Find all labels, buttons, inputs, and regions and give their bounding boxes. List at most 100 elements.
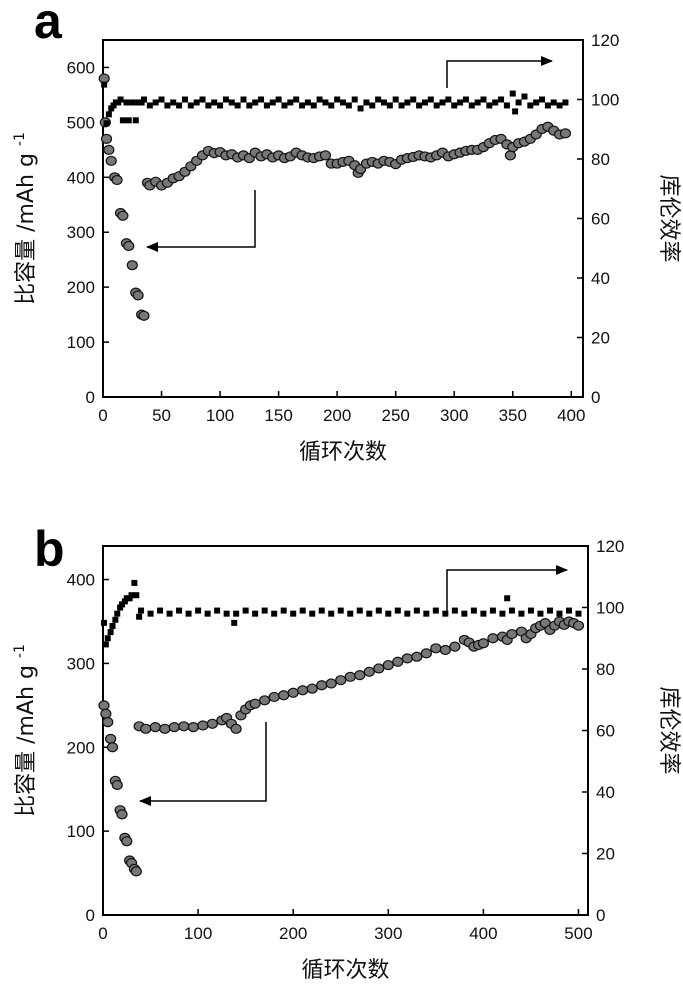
efficiency-point-b	[527, 607, 534, 614]
efficiency-point-b	[271, 610, 278, 617]
efficiency-point-b	[556, 610, 563, 617]
y2-tick-label-b-3: 60	[596, 722, 615, 741]
efficiency-point-a	[293, 96, 300, 103]
efficiency-point-a	[152, 99, 159, 106]
efficiency-point-b	[136, 613, 143, 620]
efficiency-point-a	[181, 96, 188, 103]
capacity-point-b	[344, 671, 356, 682]
x-tick-label-a-0: 0	[98, 406, 107, 425]
efficiency-point-b	[176, 607, 183, 614]
efficiency-point-a	[503, 102, 510, 109]
y-tick-label-a-2: 200	[67, 278, 95, 297]
capacity-point-b	[111, 779, 123, 791]
x-tick-label-a-4: 200	[323, 406, 351, 425]
efficiency-point-a	[246, 102, 253, 109]
efficiency-point-a	[416, 102, 423, 109]
efficiency-point-a	[234, 102, 241, 109]
capacity-point-b	[382, 659, 394, 671]
efficiency-point-b	[328, 610, 335, 617]
x-tick-label-b-4: 400	[469, 924, 497, 943]
x-tick-label-b-5: 500	[564, 924, 592, 943]
efficiency-point-a	[375, 96, 382, 103]
x-tick-label-a-5: 250	[381, 406, 409, 425]
efficiency-point-b	[261, 607, 268, 614]
efficiency-point-a	[281, 102, 288, 109]
x-tick-label-a-8: 400	[557, 406, 585, 425]
y2-tick-label-a-4: 80	[591, 150, 610, 169]
capacity-point-a	[138, 310, 150, 321]
series-b-square	[100, 579, 582, 648]
y2-tick-label-b-5: 100	[596, 599, 624, 618]
efficiency-point-a	[205, 102, 212, 109]
efficiency-point-b	[109, 622, 116, 629]
capacity-point-a	[132, 290, 144, 301]
x-tick-label-a-7: 350	[499, 406, 527, 425]
efficiency-point-b	[442, 610, 449, 617]
capacity-point-b	[430, 643, 442, 654]
x-axis-label-a: 循环次数	[299, 440, 387, 465]
efficiency-point-b	[337, 607, 344, 614]
panel-letter-a: a	[34, 0, 63, 49]
efficiency-point-b	[204, 610, 211, 617]
efficiency-point-a	[269, 99, 276, 106]
chart-a-svg: 0 50 100 150 200 250 300 350 4000100200300400500…	[12, 0, 681, 465]
y-tick-label-b-4: 400	[67, 571, 95, 590]
capacity-point-a	[117, 210, 129, 221]
capacity-point-b	[102, 717, 114, 728]
capacity-point-b	[401, 653, 413, 664]
capacity-point-b	[572, 620, 585, 631]
x-tick-label-b-2: 200	[279, 924, 307, 943]
efficiency-point-a	[316, 96, 323, 103]
y-axis-label-sup-a: -1	[12, 132, 28, 146]
efficiency-point-a	[164, 102, 171, 109]
efficiency-point-a	[439, 99, 446, 106]
efficiency-point-b	[147, 610, 154, 617]
efficiency-point-b	[413, 607, 420, 614]
capacity-point-b	[449, 641, 461, 652]
x-axis-label-b: 循环次数	[301, 958, 389, 983]
efficiency-point-b	[128, 592, 135, 599]
y-tick-label-b-1: 100	[67, 822, 95, 841]
efficiency-point-b	[366, 610, 373, 617]
efficiency-point-a	[193, 99, 200, 106]
efficiency-point-b	[356, 607, 363, 614]
efficiency-point-a	[299, 102, 306, 109]
efficiency-point-a	[550, 99, 557, 106]
capacity-point-b	[259, 695, 271, 706]
efficiency-point-b	[102, 641, 109, 648]
capacity-point-b	[411, 651, 423, 662]
x-tick-label-a-1: 50	[152, 406, 171, 425]
efficiency-point-a	[101, 81, 108, 88]
capacity-point-b	[439, 644, 451, 656]
capacity-point-a	[103, 144, 115, 155]
y2-tick-label-b-1: 20	[596, 845, 615, 864]
left-axis-arrow-a	[146, 190, 256, 252]
capacity-point-b	[335, 675, 347, 686]
efficiency-point-a	[462, 96, 469, 103]
capacity-point-b	[140, 723, 152, 734]
efficiency-point-a	[258, 96, 265, 103]
efficiency-point-a	[310, 102, 317, 109]
y-tick-label-a-5: 500	[67, 113, 95, 132]
efficiency-point-b	[309, 610, 316, 617]
efficiency-point-a	[512, 108, 519, 115]
y-axis-label-a: 比容量 /mAh g -1	[12, 132, 39, 305]
efficiency-point-a	[105, 111, 112, 118]
right-axis-arrow-a	[446, 56, 553, 88]
efficiency-point-a	[369, 102, 376, 109]
efficiency-point-b	[242, 607, 249, 614]
efficiency-point-a	[492, 99, 499, 106]
capacity-point-b	[249, 698, 261, 709]
efficiency-point-a	[357, 105, 364, 112]
y-tick-label-b-3: 300	[67, 654, 95, 673]
capacity-point-a	[100, 133, 113, 144]
efficiency-point-a	[451, 102, 458, 109]
capacity-point-b	[105, 733, 117, 744]
efficiency-point-b	[233, 610, 240, 617]
efficiency-point-a	[117, 96, 124, 103]
efficiency-point-a	[334, 96, 341, 103]
capacity-point-a	[504, 150, 517, 161]
efficiency-point-a	[129, 99, 136, 106]
efficiency-point-a	[123, 99, 130, 106]
efficiency-point-a	[509, 90, 516, 97]
